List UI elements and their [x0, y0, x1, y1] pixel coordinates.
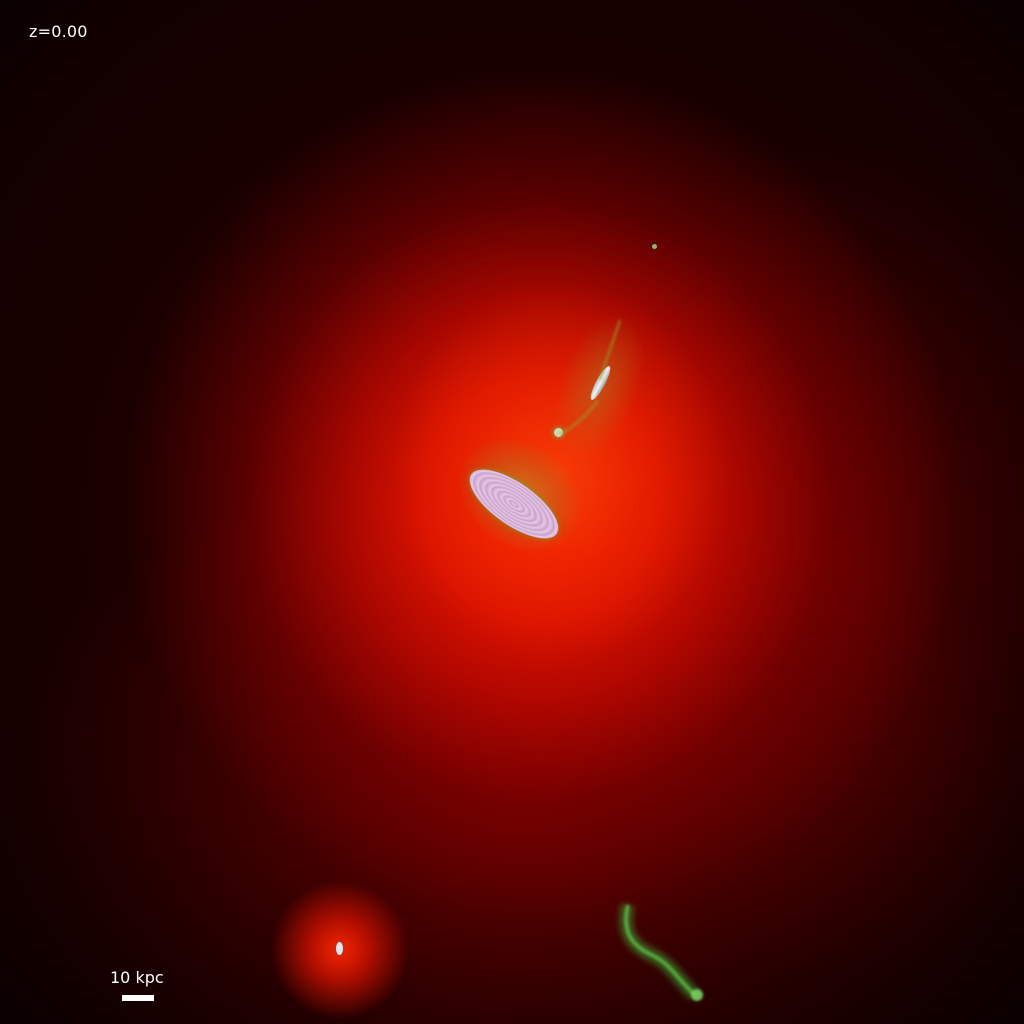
companion-tidal-wisps	[559, 319, 622, 437]
tidal-stream-glow	[619, 903, 700, 1001]
companion-clump	[554, 428, 563, 437]
scale-bar-label: 10 kpc	[110, 968, 164, 987]
stream-clump	[691, 989, 703, 1001]
distant-clump	[652, 244, 657, 249]
redshift-label: z=0.00	[29, 22, 88, 41]
satellite-galaxy	[336, 942, 343, 955]
tidal-stream-core	[624, 904, 697, 997]
scale-bar	[122, 995, 154, 1001]
